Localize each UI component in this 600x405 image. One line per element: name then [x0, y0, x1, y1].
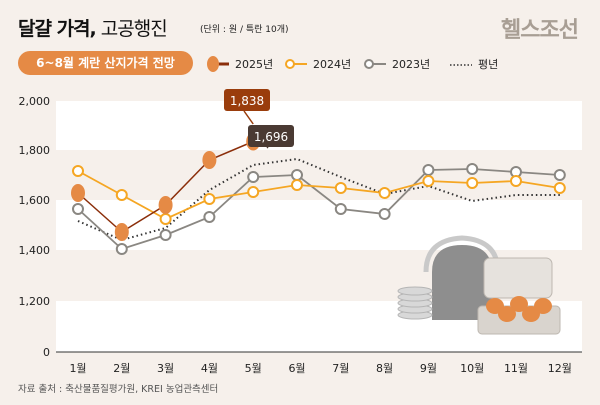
legend-2024: 2024년 [283, 56, 351, 72]
x-tick-label: 8월 [376, 362, 393, 375]
x-tick-label: 6월 [288, 362, 305, 375]
x-tick-label: 12월 [548, 362, 572, 375]
egg-icon [510, 296, 528, 312]
x-tick-label: 2월 [113, 362, 130, 375]
data-point [115, 189, 128, 201]
series-line-평년 [77, 157, 560, 242]
source-note: 자료 출처 : 축산물품질평가원, KREI 농업관측센터 [18, 384, 219, 395]
x-tick-label: 11월 [504, 362, 528, 375]
callout-pointer [266, 146, 269, 149]
x-tick-label: 7월 [332, 362, 349, 375]
callout-box [248, 125, 294, 147]
data-point [422, 175, 435, 187]
brand-logo: 헬스조선 [501, 18, 579, 43]
data-point [72, 203, 84, 215]
data-point [334, 182, 347, 194]
x-tick-label: 9월 [420, 362, 437, 375]
series-line-2023년 [77, 168, 560, 251]
data-point [466, 163, 479, 175]
coin-icon [397, 286, 433, 296]
marker-icon [285, 59, 307, 69]
data-point [203, 211, 216, 223]
carton-lid [483, 257, 553, 299]
data-point [422, 164, 435, 176]
x-tick-label: 3월 [157, 362, 174, 375]
dotted-line-icon [450, 64, 472, 66]
egg-icon [207, 56, 229, 72]
callout-pointer [243, 110, 254, 125]
data-point [159, 229, 172, 241]
data-point [247, 186, 260, 198]
egg-data-point [71, 184, 85, 202]
data-point [378, 187, 391, 199]
page-title: 달걀 가격, 고공행진 [18, 18, 168, 40]
egg-data-point [202, 151, 217, 169]
purse-icon [432, 245, 492, 320]
egg-icon [498, 306, 516, 322]
data-point [159, 213, 172, 225]
series-line-2024년 [77, 170, 560, 221]
callout-box [224, 89, 270, 111]
x-tick-label: 4월 [201, 362, 218, 375]
legend-avg: 평년 [448, 56, 498, 72]
unit-label: (단위 : 원 / 특란 10개) [200, 25, 289, 35]
y-tick-label: 1,600 [19, 194, 51, 207]
data-point [510, 175, 522, 187]
data-point [334, 203, 347, 215]
grid-band [56, 200, 582, 250]
x-tick-label: 10월 [460, 362, 484, 375]
data-point [291, 179, 303, 191]
egg-icon [522, 306, 540, 322]
data-point [378, 208, 391, 220]
egg-data-point [114, 223, 129, 241]
legend-2025: 2025년 [205, 56, 273, 72]
data-point [115, 243, 128, 255]
y-tick-label: 2,000 [19, 95, 51, 108]
y-tick-label: 0 [43, 346, 50, 359]
grid-band [56, 101, 582, 150]
y-tick-label: 1,200 [19, 295, 51, 308]
egg-data-point [158, 196, 173, 214]
data-point [72, 165, 84, 177]
data-point [553, 182, 566, 194]
legend-2023: 2023년 [362, 56, 430, 72]
purse-clasp [423, 235, 501, 273]
data-point [291, 169, 303, 181]
forecast-badge: 6~8월 계란 산지가격 전망 [18, 51, 193, 75]
data-point [466, 177, 479, 189]
callout-value: 1,838 [230, 94, 264, 108]
egg-carton-illustration [397, 235, 561, 335]
data-point [247, 171, 260, 183]
data-point [553, 169, 566, 181]
y-tick-label: 1,400 [19, 244, 51, 257]
data-point [203, 193, 216, 205]
x-tick-label: 5월 [245, 362, 262, 375]
x-tick-label: 1월 [69, 362, 86, 375]
marker-icon [364, 59, 386, 69]
callout-value: 1,696 [254, 130, 288, 144]
y-tick-label: 1,800 [19, 144, 51, 157]
